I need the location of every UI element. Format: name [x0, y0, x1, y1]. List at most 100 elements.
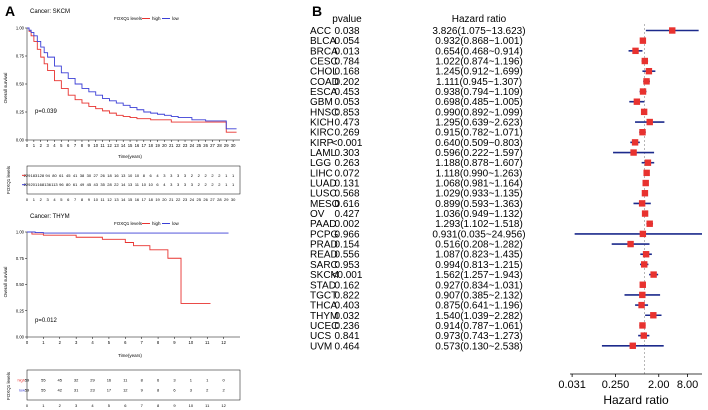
forest-hr-marker	[669, 27, 676, 34]
risk-x-tick-label: 14	[121, 197, 126, 202]
forest-hr-text: 0.899(0.593~1.363)	[435, 199, 523, 210]
risk-count: 3	[177, 182, 180, 187]
risk-count: 45	[58, 378, 63, 383]
legend-high-label: high	[152, 16, 161, 21]
risk-table-frame	[26, 369, 241, 401]
risk-count: 13	[121, 173, 126, 178]
forest-pvalue: 0.054	[334, 36, 359, 47]
risk-count: 80	[66, 182, 71, 187]
forest-hr-text: 0.516(0.208~1.282)	[435, 240, 523, 251]
forest-hr-text: 1.029(0.933~1.135)	[435, 189, 523, 200]
forest-pvalue: 0.822	[334, 290, 359, 301]
km-title-thym: Cancer: THYM	[30, 214, 70, 220]
risk-count: 8	[143, 173, 146, 178]
x-tick-label: 26	[203, 143, 208, 148]
forest-cancer-label: LUSC	[310, 189, 337, 200]
risk-table-frame	[26, 165, 241, 195]
risk-count: 11	[123, 378, 128, 383]
forest-pvalue: 0.303	[334, 148, 359, 159]
forest-cancer-label: ACC	[310, 26, 331, 37]
risk-count: 4	[163, 182, 166, 187]
x-tick-label: 20	[162, 143, 167, 148]
risk-count: 28	[107, 182, 112, 187]
risk-x-tick-label: 11	[101, 197, 106, 202]
forest-x-tick-label: 2.00	[648, 379, 669, 391]
forest-hr-text: 0.931(0.035~24.956)	[432, 229, 525, 240]
forest-hr-marker	[641, 210, 649, 217]
forest-hr-marker	[644, 159, 652, 166]
forest-pvalue: 0.002	[334, 219, 359, 230]
legend-low-label: low	[172, 16, 180, 21]
forest-hr-header: Hazard ratio	[452, 14, 507, 25]
legend-title: FOXQ1 levels	[114, 221, 143, 226]
risk-x-tick-label: 28	[217, 197, 222, 202]
x-tick-label: 5	[108, 340, 111, 345]
risk-count: 136	[44, 182, 51, 187]
legend-title: FOXQ1 levels	[114, 16, 143, 21]
x-tick-label: 9	[88, 143, 91, 148]
panel-a-label: A	[5, 3, 15, 19]
forest-cancer-label: UVM	[310, 341, 332, 352]
forest-pvalue: 0.966	[334, 229, 359, 240]
risk-count: 10	[128, 173, 133, 178]
forest-pvalue: 0.453	[334, 87, 359, 98]
x-tick-label: 6	[124, 340, 127, 345]
forest-hr-text: 1.540(1.039~2.282)	[435, 311, 523, 322]
risk-count: 8	[141, 378, 144, 383]
risk-count: 45	[87, 182, 92, 187]
y-tick-label: 0.25	[16, 308, 25, 313]
risk-x-tick-label: 6	[67, 197, 70, 202]
forest-pvalue: 0.568	[334, 189, 359, 200]
forest-hr-text: 0.932(0.868~1.001)	[435, 36, 523, 47]
forest-hr-text: 3.826(1.075~13.623)	[432, 26, 525, 37]
x-tick-label: 10	[189, 340, 194, 345]
risk-count: 1	[225, 173, 228, 178]
forest-hr-text: 0.938(0.794~1.109)	[435, 87, 523, 98]
risk-x-tick-label: 27	[210, 197, 215, 202]
risk-count: 229	[24, 173, 31, 178]
forest-x-tick-label: 0.031	[558, 379, 586, 391]
risk-x-tick-label: 18	[148, 197, 153, 202]
risk-count: 10	[142, 182, 147, 187]
forest-hr-text: 1.022(0.874~1.196)	[435, 57, 523, 68]
risk-count: 26	[100, 173, 105, 178]
forest-pvalue: 0.013	[334, 46, 359, 57]
forest-hr-marker	[639, 291, 646, 299]
forest-hr-text: 0.990(0.892~1.099)	[435, 107, 523, 118]
y-tick-label: 0.00	[16, 335, 25, 340]
risk-x-tick-label: 3	[75, 403, 78, 408]
forest-hr-text: 0.640(0.509~0.803)	[435, 138, 523, 149]
risk-count: 229	[24, 182, 31, 187]
forest-hr-text: 1.295(0.639~2.623)	[435, 118, 523, 129]
forest-cancer-label: HNSC	[310, 107, 338, 118]
x-tick-label: 22	[176, 143, 181, 148]
risk-count: 3	[163, 173, 166, 178]
risk-count: 2	[222, 388, 225, 393]
risk-count: 1	[206, 378, 209, 383]
forest-hr-marker	[641, 261, 648, 268]
x-tick-label: 21	[169, 143, 174, 148]
risk-count: 17	[107, 388, 112, 393]
km-pvalue-thym: p=0.012	[35, 318, 58, 324]
risk-x-tick-label: 0	[26, 403, 29, 408]
x-tick-label: 3	[46, 143, 49, 148]
x-tick-label: 0	[26, 340, 29, 345]
risk-count: 2	[205, 173, 208, 178]
forest-hr-text: 0.914(0.787~1.061)	[435, 321, 523, 332]
risk-count: 201	[31, 182, 38, 187]
forest-hr-text: 1.118(0.990~1.263)	[436, 168, 523, 179]
forest-pvalue: 0.427	[334, 209, 359, 220]
risk-x-tick-label: 1	[33, 197, 36, 202]
risk-count: 3	[173, 378, 176, 383]
km-legend-thym: FOXQ1 levels high low	[114, 221, 180, 226]
forest-pvalue: 0.202	[334, 77, 359, 88]
risk-count: 6	[157, 378, 160, 383]
x-tick-label: 6	[67, 143, 70, 148]
km-xlabel-skcm: Time(years)	[118, 154, 142, 159]
forest-pvalue: 0.072	[334, 168, 359, 179]
x-tick-label: 13	[114, 143, 119, 148]
x-tick-label: 17	[141, 143, 146, 148]
forest-hr-marker	[642, 251, 650, 258]
risk-x-tick-label: 23	[183, 197, 188, 202]
